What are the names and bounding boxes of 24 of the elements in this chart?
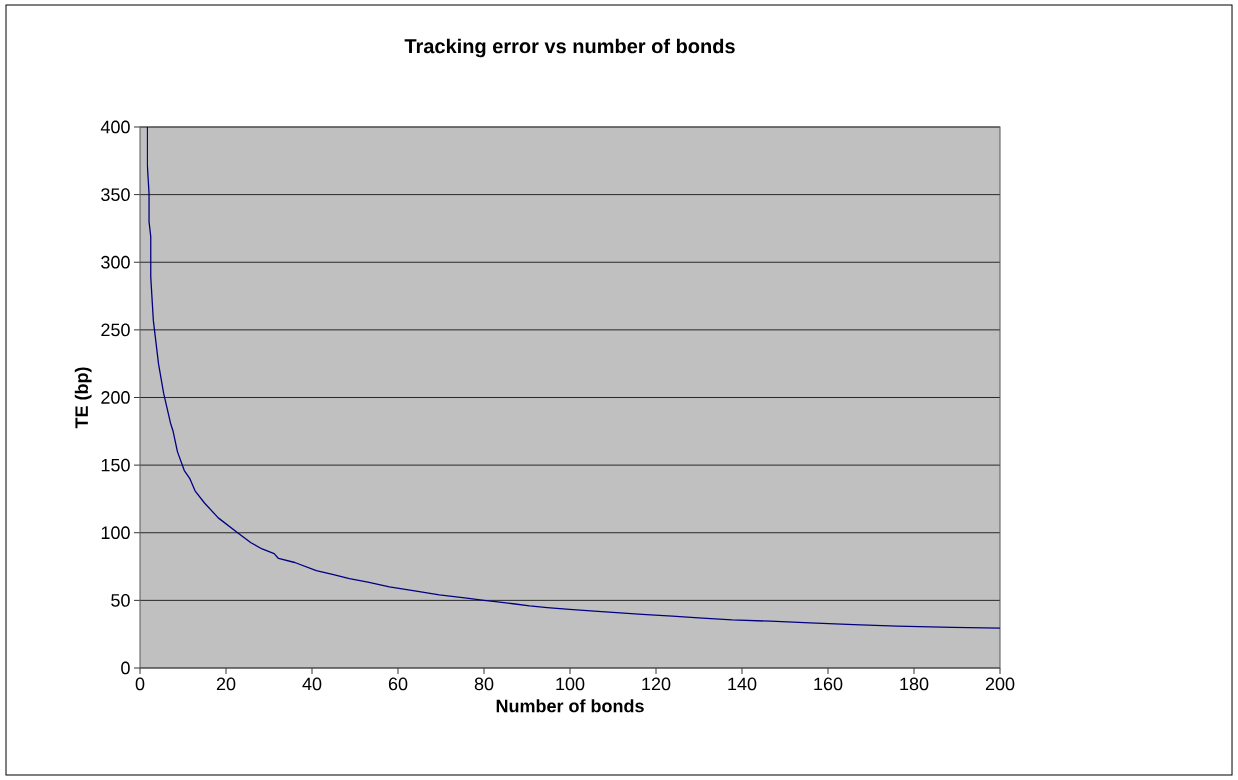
x-tick-label: 0 <box>135 677 145 691</box>
x-axis-title: Number of bonds <box>496 699 644 713</box>
y-tick-label: 350 <box>101 188 130 201</box>
chart-title: Tracking error vs number of bonds <box>404 38 735 58</box>
x-tick-label: 100 <box>556 677 585 691</box>
line-series <box>146 127 1001 629</box>
x-tick-label: 160 <box>814 677 843 691</box>
y-tick-label: 400 <box>100 120 130 134</box>
x-tick-label: 40 <box>302 677 322 691</box>
y-tick-label: 300 <box>101 255 130 269</box>
x-tick-label: 180 <box>900 677 929 691</box>
x-tick-label: 20 <box>216 677 236 691</box>
x-tick-label: 120 <box>642 677 671 691</box>
y-tick-label: 100 <box>101 526 130 540</box>
y-tick-label: 250 <box>101 323 130 337</box>
x-tick-label: 60 <box>388 677 408 691</box>
y-tick-label: 0 <box>121 661 130 675</box>
y-tick-label: 200 <box>101 391 130 404</box>
y-axis-title: TE (bp) <box>74 367 92 429</box>
x-tick-label: 140 <box>728 677 757 691</box>
x-tick-label: 80 <box>474 677 494 691</box>
y-tick-label: 150 <box>101 458 130 472</box>
y-tick-label: 50 <box>111 593 130 607</box>
x-tick-label: 200 <box>985 677 1015 691</box>
